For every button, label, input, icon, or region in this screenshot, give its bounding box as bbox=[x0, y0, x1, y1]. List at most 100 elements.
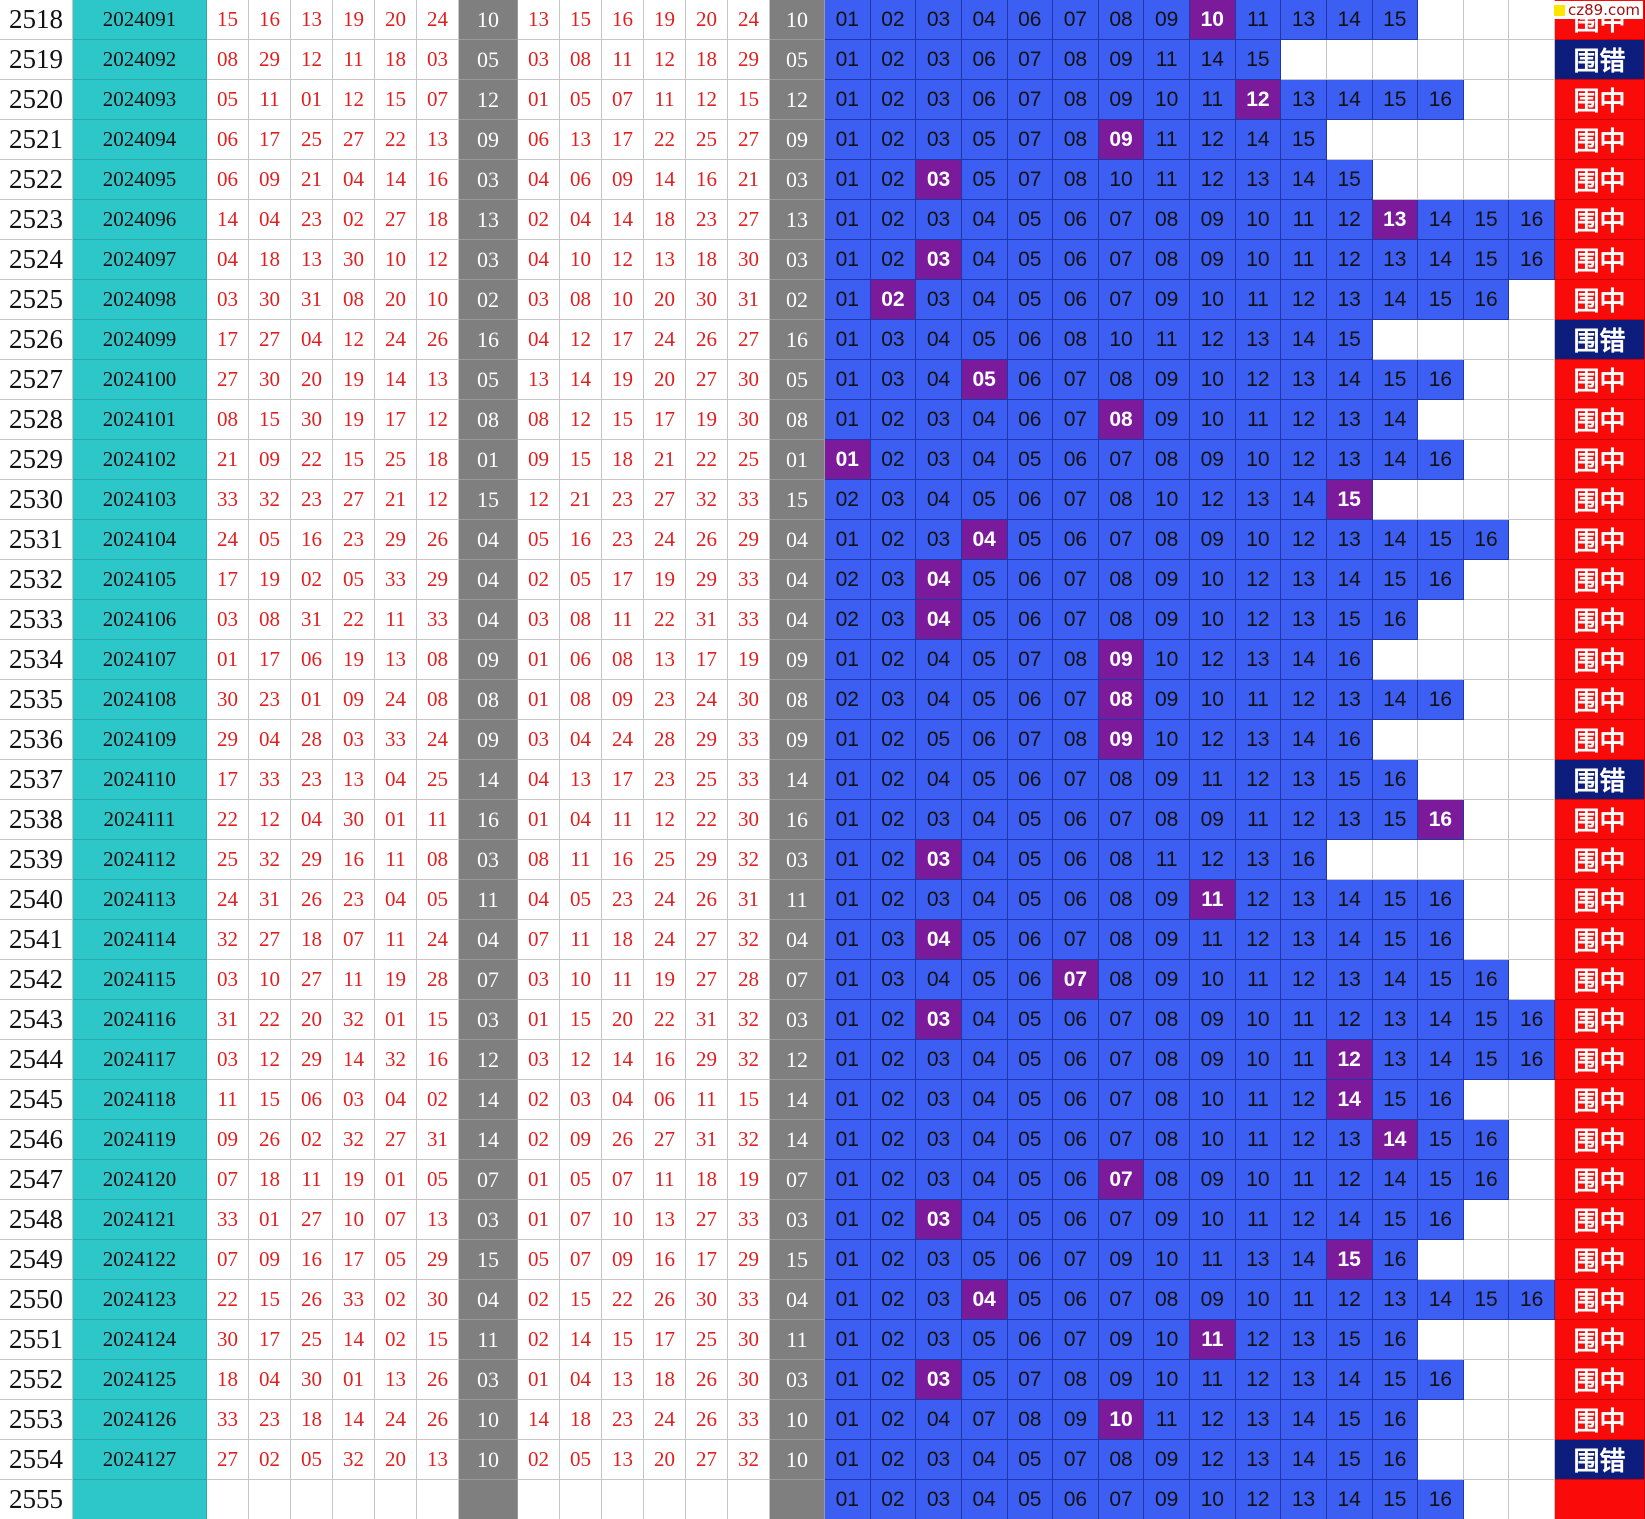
result: 围中 bbox=[1555, 240, 1645, 280]
red-ball: 04 bbox=[333, 160, 375, 200]
pick: 07 bbox=[1007, 1360, 1054, 1400]
red-ball: 15 bbox=[375, 80, 417, 120]
result: 围中 bbox=[1555, 1000, 1645, 1040]
row-number[interactable]: 2541 bbox=[0, 920, 73, 960]
pick: 10 bbox=[1144, 1360, 1190, 1400]
row-number[interactable]: 2554 bbox=[0, 1440, 73, 1480]
row-number[interactable]: 2537 bbox=[0, 760, 73, 800]
row-number[interactable]: 2551 bbox=[0, 1320, 73, 1360]
row-number[interactable]: 2533 bbox=[0, 600, 73, 640]
row-number[interactable]: 2547 bbox=[0, 1160, 73, 1200]
pick: 12 bbox=[1281, 960, 1327, 1000]
pick: 11 bbox=[1190, 1360, 1236, 1400]
row-number[interactable]: 2528 bbox=[0, 400, 73, 440]
row-number[interactable]: 2548 bbox=[0, 1200, 73, 1240]
sorted-red-ball: 20 bbox=[644, 360, 686, 400]
blue-ball bbox=[770, 1480, 825, 1519]
blue-ball: 03 bbox=[770, 1200, 825, 1240]
row-number[interactable]: 2536 bbox=[0, 720, 73, 760]
pick: 07 bbox=[1053, 1240, 1099, 1280]
sorted-red-ball: 11 bbox=[686, 1080, 728, 1120]
row-number[interactable]: 2520 bbox=[0, 80, 73, 120]
pick: 11 bbox=[1235, 280, 1282, 320]
row-number[interactable]: 2544 bbox=[0, 1040, 73, 1080]
row-number[interactable]: 2532 bbox=[0, 560, 73, 600]
row-number[interactable]: 2550 bbox=[0, 1280, 73, 1320]
row-number[interactable]: 2553 bbox=[0, 1400, 73, 1440]
red-ball: 27 bbox=[249, 320, 291, 360]
row-number[interactable]: 2538 bbox=[0, 800, 73, 840]
row-number[interactable]: 2522 bbox=[0, 160, 73, 200]
pick: 03 bbox=[916, 800, 962, 840]
empty-cell bbox=[1509, 1320, 1555, 1360]
row-number[interactable]: 2552 bbox=[0, 1360, 73, 1400]
red-ball: 13 bbox=[375, 640, 417, 680]
row-number[interactable]: 2525 bbox=[0, 280, 73, 320]
red-ball: 11 bbox=[207, 1080, 249, 1120]
row-number[interactable]: 2549 bbox=[0, 1240, 73, 1280]
pick: 08 bbox=[1144, 1040, 1190, 1080]
red-ball: 32 bbox=[249, 480, 291, 520]
pick: 12 bbox=[1190, 640, 1236, 680]
pick: 07 bbox=[1098, 1000, 1145, 1040]
pick: 16 bbox=[1463, 1120, 1510, 1160]
row-number[interactable]: 2519 bbox=[0, 40, 73, 80]
row-number[interactable]: 2539 bbox=[0, 840, 73, 880]
row-number[interactable]: 2530 bbox=[0, 480, 73, 520]
pick: 07 bbox=[1098, 800, 1145, 840]
pick: 16 bbox=[1463, 1160, 1510, 1200]
row-number[interactable]: 2523 bbox=[0, 200, 73, 240]
sorted-red-ball: 03 bbox=[518, 720, 560, 760]
pick: 10 bbox=[1144, 80, 1190, 120]
sorted-red-ball: 04 bbox=[560, 720, 602, 760]
sorted-red-ball: 29 bbox=[728, 1240, 770, 1280]
row-number[interactable]: 2543 bbox=[0, 1000, 73, 1040]
pick: 11 bbox=[1190, 920, 1236, 960]
row-number[interactable]: 2540 bbox=[0, 880, 73, 920]
red-ball bbox=[207, 1480, 249, 1519]
red-ball: 12 bbox=[417, 480, 459, 520]
sorted-red-ball: 13 bbox=[644, 1200, 686, 1240]
empty-cell bbox=[1326, 40, 1373, 80]
red-ball: 16 bbox=[417, 160, 459, 200]
issue: 2024091 bbox=[73, 0, 207, 40]
sorted-red-ball: 31 bbox=[686, 600, 728, 640]
red-ball: 06 bbox=[207, 160, 249, 200]
sorted-red-ball: 27 bbox=[686, 1200, 728, 1240]
pick: 06 bbox=[1053, 800, 1099, 840]
pick: 03 bbox=[916, 1080, 962, 1120]
sorted-red-ball: 19 bbox=[644, 0, 686, 40]
sorted-red-ball: 25 bbox=[728, 440, 770, 480]
row-number[interactable]: 2545 bbox=[0, 1080, 73, 1120]
red-ball: 15 bbox=[417, 1320, 459, 1360]
red-ball: 29 bbox=[291, 840, 333, 880]
result: 围中 bbox=[1555, 360, 1645, 400]
row-number[interactable]: 2529 bbox=[0, 440, 73, 480]
pick: 06 bbox=[1007, 1320, 1054, 1360]
watermark-text: cz89.com bbox=[1567, 1, 1640, 19]
row-number[interactable]: 2518 bbox=[0, 0, 73, 40]
pick: 09 bbox=[1144, 880, 1190, 920]
row-number[interactable]: 2546 bbox=[0, 1120, 73, 1160]
sorted-red-ball: 06 bbox=[560, 640, 602, 680]
pick: 15 bbox=[1418, 520, 1464, 560]
row-number[interactable]: 2542 bbox=[0, 960, 73, 1000]
result: 围中 bbox=[1555, 1360, 1645, 1400]
row-number[interactable]: 2534 bbox=[0, 640, 73, 680]
row-number[interactable]: 2531 bbox=[0, 520, 73, 560]
row-number[interactable]: 2555 bbox=[0, 1480, 73, 1519]
row-number[interactable]: 2526 bbox=[0, 320, 73, 360]
red-ball: 28 bbox=[417, 960, 459, 1000]
sorted-red-ball: 30 bbox=[686, 1280, 728, 1320]
pick: 10 bbox=[1235, 240, 1282, 280]
row-number[interactable]: 2521 bbox=[0, 120, 73, 160]
pick: 15 bbox=[1235, 40, 1282, 80]
row-number[interactable]: 2524 bbox=[0, 240, 73, 280]
pick: 07 bbox=[1007, 40, 1054, 80]
pick: 01 bbox=[825, 0, 871, 40]
row-number[interactable]: 2527 bbox=[0, 360, 73, 400]
pick: 11 bbox=[1144, 320, 1190, 360]
pick: 12 bbox=[1235, 920, 1282, 960]
pick: 06 bbox=[1053, 880, 1099, 920]
row-number[interactable]: 2535 bbox=[0, 680, 73, 720]
